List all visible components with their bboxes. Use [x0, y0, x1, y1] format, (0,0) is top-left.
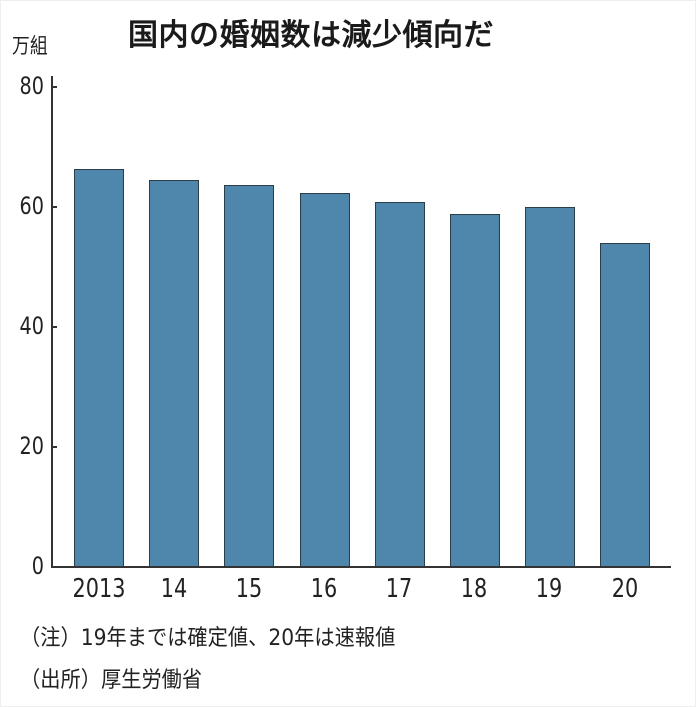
y-tick-label: 0: [31, 552, 44, 580]
bar-17: [374, 201, 425, 566]
x-tick-label: 14: [160, 574, 188, 604]
y-tick-60: [51, 206, 57, 208]
y-tick-label: 20: [19, 432, 44, 460]
x-tick-label: 17: [385, 574, 413, 604]
bar-18: [450, 214, 500, 566]
x-tick-label: 20: [611, 574, 639, 604]
source-note: （出所）厚生労働省: [20, 668, 203, 693]
x-tick-label: 2013: [72, 574, 126, 604]
x-axis-line: [51, 566, 671, 568]
y-tick-label: 40: [19, 312, 44, 340]
y-axis-line: [51, 76, 53, 567]
bar-20: [600, 243, 651, 566]
bar-16: [299, 193, 350, 566]
x-tick-label: 16: [310, 574, 338, 604]
bar-2013: [74, 169, 124, 566]
x-tick-label: 15: [235, 574, 263, 604]
bar-15: [224, 185, 275, 566]
x-tick-label: 18: [460, 574, 488, 604]
bar-19: [525, 206, 576, 566]
y-axis-unit-label: 万組: [12, 34, 48, 58]
y-tick-label: 60: [19, 192, 44, 220]
chart-title: 国内の婚姻数は減少傾向だ: [128, 18, 494, 53]
y-tick-80: [51, 86, 57, 88]
footnote: （注）19年までは確定値、20年は速報値: [20, 626, 396, 651]
y-tick-40: [51, 326, 57, 328]
y-tick-label: 80: [19, 72, 44, 100]
x-tick-label: 19: [535, 574, 563, 604]
y-tick-20: [51, 446, 57, 448]
bar-14: [149, 180, 200, 566]
